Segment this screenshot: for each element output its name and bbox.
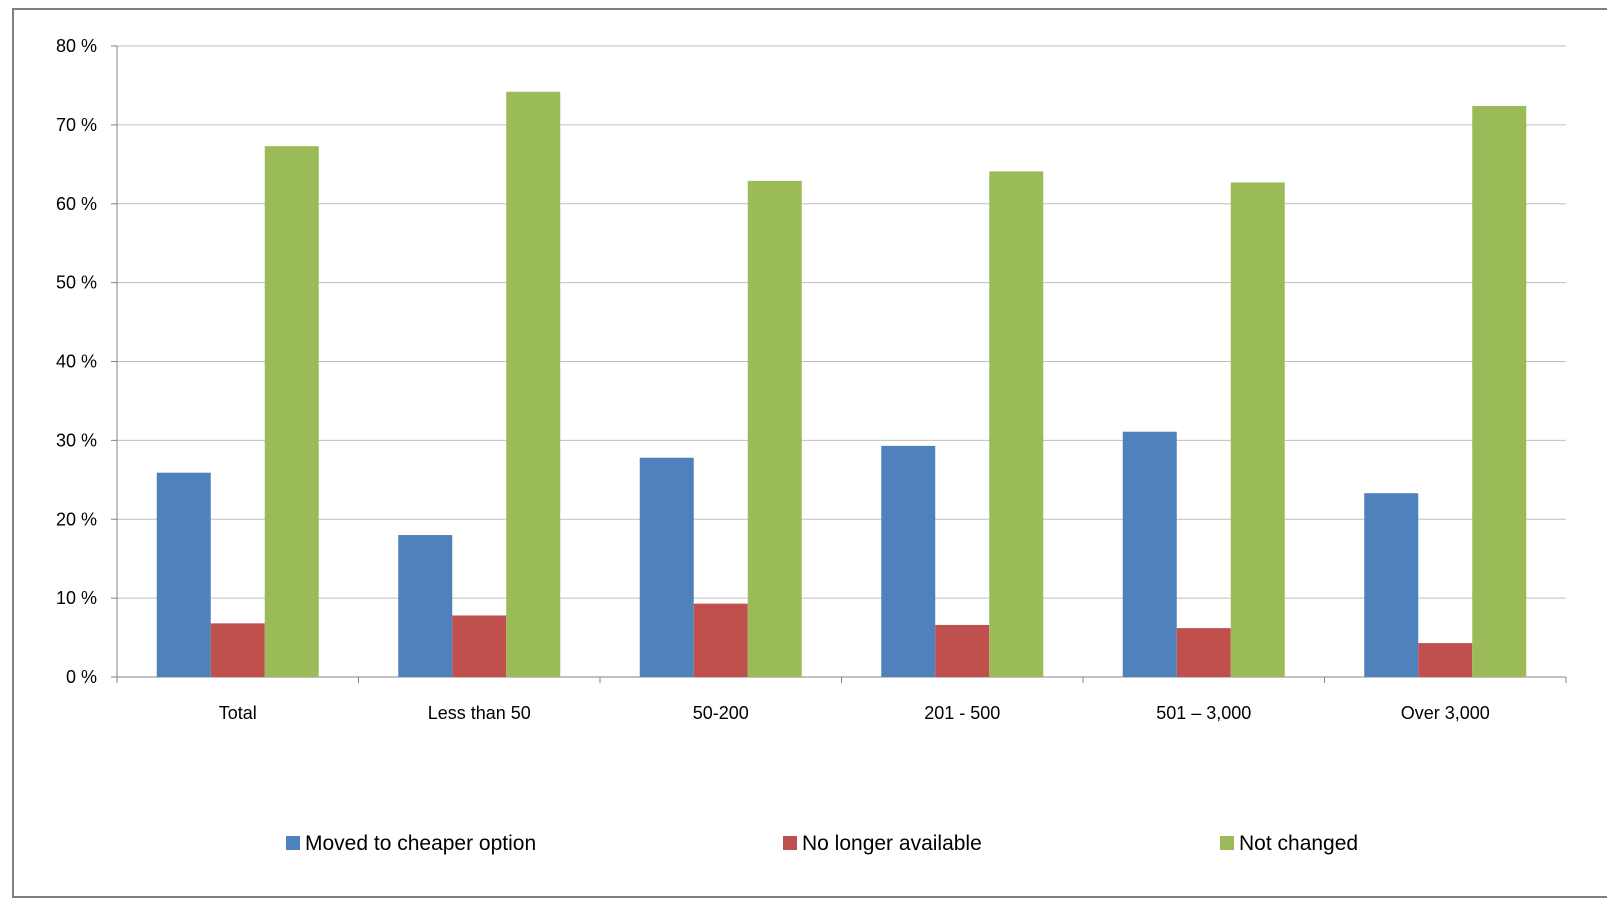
x-tick-labels: Total Less than 50 50-200 201 - 500 501 – 3,… — [219, 703, 1490, 723]
axes — [111, 45, 1567, 683]
legend-swatch — [286, 836, 300, 850]
legend-label: Not changed — [1239, 832, 1358, 855]
bar — [1364, 493, 1419, 677]
bar — [1230, 182, 1285, 678]
gridlines — [117, 45, 1566, 599]
bar — [398, 535, 453, 677]
x-tick-label: 501 – 3,000 — [1156, 703, 1251, 723]
y-tick-label: 30 % — [56, 430, 97, 450]
bar — [506, 91, 561, 677]
y-tick-label: 20 % — [56, 509, 97, 529]
y-tick-label: 10 % — [56, 588, 97, 608]
bar — [693, 603, 748, 677]
y-tick-label: 40 % — [56, 352, 97, 372]
bar — [1122, 431, 1177, 677]
y-tick-label: 0 % — [66, 667, 97, 687]
bar — [881, 445, 936, 677]
x-tick-label: 50-200 — [693, 703, 749, 723]
y-tick-label: 60 % — [56, 194, 97, 214]
bar — [264, 146, 319, 677]
bar — [747, 180, 802, 677]
legend: Moved to cheaper option No longer availab… — [286, 832, 1358, 855]
bar — [210, 623, 265, 677]
x-tick-label: Over 3,000 — [1401, 703, 1490, 723]
bar — [1176, 628, 1231, 677]
x-tick-label: Total — [219, 703, 257, 723]
bar — [1472, 105, 1527, 677]
legend-label: No longer available — [802, 832, 982, 855]
bar — [452, 615, 507, 677]
legend-swatch — [783, 836, 797, 850]
y-tick-label: 50 % — [56, 273, 97, 293]
y-tick-labels: 0 % 10 % 20 % 30 % 40 % 50 % 60 % 70 % 80 % — [56, 36, 97, 687]
legend-label: Moved to cheaper option — [305, 832, 536, 855]
bar — [156, 472, 211, 677]
bar — [639, 457, 694, 677]
legend-swatch — [1220, 836, 1234, 850]
y-tick-label: 70 % — [56, 115, 97, 135]
x-tick-label: Less than 50 — [428, 703, 531, 723]
x-tick-label: 201 - 500 — [924, 703, 1000, 723]
bar — [935, 624, 990, 677]
bar — [1418, 643, 1473, 677]
y-tick-label: 80 % — [56, 36, 97, 56]
bars — [156, 91, 1527, 678]
bar — [989, 171, 1044, 677]
